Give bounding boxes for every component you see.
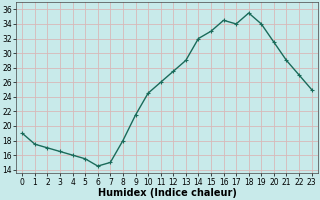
X-axis label: Humidex (Indice chaleur): Humidex (Indice chaleur) [98,188,236,198]
